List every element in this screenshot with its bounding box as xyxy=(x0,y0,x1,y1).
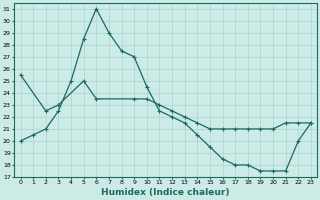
X-axis label: Humidex (Indice chaleur): Humidex (Indice chaleur) xyxy=(101,188,230,197)
